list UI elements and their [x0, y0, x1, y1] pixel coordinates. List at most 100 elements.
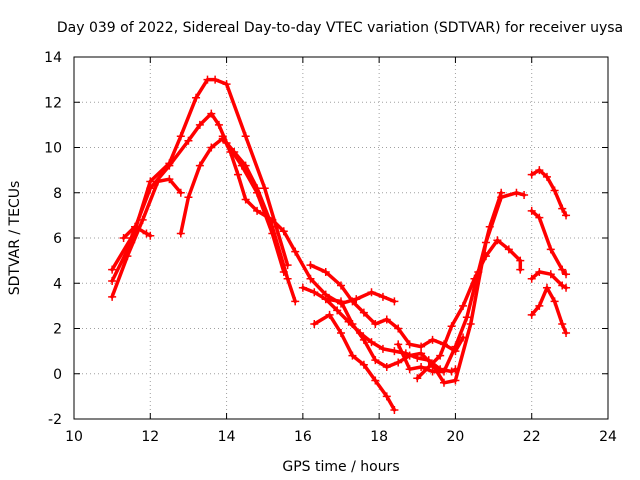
data-point	[306, 261, 315, 270]
data-point	[184, 193, 193, 202]
data-point	[378, 344, 387, 353]
data-point	[504, 245, 513, 254]
series-line	[121, 224, 153, 240]
series-line	[312, 313, 397, 412]
data-point	[447, 322, 456, 331]
data-point	[546, 270, 555, 279]
y-tick-label: 14	[44, 50, 62, 66]
data-point	[176, 229, 185, 238]
data-point	[138, 215, 147, 224]
data-point	[451, 376, 460, 385]
data-point	[337, 281, 345, 290]
data-point	[359, 335, 368, 344]
x-tick-label: 16	[294, 429, 312, 445]
data-point	[367, 338, 376, 347]
data-point	[218, 132, 227, 141]
data-point	[214, 120, 223, 129]
series-track-4	[119, 222, 155, 242]
data-point	[184, 136, 193, 145]
data-point	[146, 231, 155, 240]
data-point	[378, 292, 387, 301]
data-point	[550, 186, 559, 195]
data-point	[535, 267, 544, 276]
x-tick-label: 22	[523, 429, 541, 445]
data-point	[146, 184, 155, 193]
data-point	[371, 319, 380, 328]
data-point	[417, 362, 426, 371]
data-point	[253, 206, 262, 215]
data-point	[439, 378, 448, 387]
series-track-7	[306, 261, 468, 356]
y-tick-label: 0	[53, 367, 62, 383]
data-point	[546, 245, 555, 254]
plot-frame	[73, 56, 609, 420]
data-point	[283, 274, 292, 283]
data-point	[371, 356, 380, 365]
y-tick-label: 12	[44, 95, 62, 111]
data-point	[241, 161, 250, 170]
data-point	[485, 222, 494, 231]
series-track-11	[394, 188, 506, 376]
series-track-9	[310, 310, 399, 414]
data-point	[176, 132, 185, 141]
x-tick-label: 14	[218, 429, 236, 445]
data-point	[348, 319, 357, 328]
series-line	[323, 191, 526, 385]
data-point	[413, 374, 422, 383]
data-point	[520, 191, 529, 200]
data-point	[394, 324, 403, 333]
data-point	[337, 297, 345, 306]
data-point	[459, 301, 468, 310]
data-point	[436, 351, 445, 360]
data-point	[424, 362, 433, 371]
y-tick-label: -2	[48, 412, 62, 428]
data-point	[428, 367, 437, 376]
chart-title: Day 039 of 2022, Sidereal Day-to-day VTE…	[57, 20, 623, 36]
data-point	[405, 340, 414, 349]
y-tick-label: 4	[53, 276, 62, 292]
y-tick-label: 6	[53, 231, 62, 247]
data-point	[417, 349, 426, 358]
data-point	[405, 351, 414, 360]
x-axis-label: GPS time / hours	[282, 459, 399, 475]
data-point	[260, 184, 269, 193]
data-point	[367, 288, 376, 297]
grid	[74, 57, 608, 419]
series-line	[110, 77, 290, 283]
series-track-15	[527, 267, 571, 292]
data-point	[405, 365, 414, 374]
data-point	[176, 188, 185, 197]
data-point	[146, 177, 155, 186]
data-point	[550, 297, 559, 306]
data-point	[512, 188, 521, 197]
data-point	[527, 206, 536, 215]
data-point	[493, 236, 502, 245]
data-point	[291, 297, 300, 306]
data-point	[470, 274, 479, 283]
data-point	[527, 310, 536, 319]
data-point	[119, 234, 128, 242]
data-point	[241, 132, 250, 141]
data-point	[562, 211, 571, 220]
data-point	[211, 75, 220, 84]
data-point	[279, 227, 288, 236]
data-point	[451, 342, 460, 351]
data-point	[562, 270, 571, 279]
data-point	[562, 283, 571, 292]
data-point	[333, 306, 342, 315]
data-point	[481, 252, 490, 261]
data-point	[348, 351, 357, 360]
series-line	[529, 286, 568, 335]
data-point	[542, 283, 551, 292]
data-point	[535, 213, 544, 222]
data-point	[298, 283, 307, 292]
data-point	[428, 335, 437, 344]
data-point	[321, 267, 330, 276]
data-point	[131, 222, 140, 231]
data-series	[108, 75, 571, 414]
data-point	[195, 161, 204, 170]
data-point	[390, 405, 399, 414]
series-track-13	[527, 206, 571, 279]
y-tick-label: 2	[53, 322, 62, 338]
data-point	[226, 148, 235, 157]
